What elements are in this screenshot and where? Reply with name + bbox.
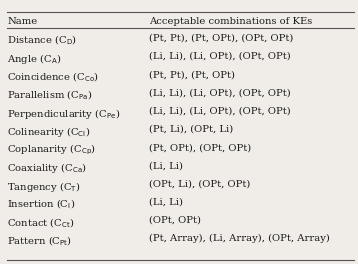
Text: (Li, Li), (Li, OPt), (OPt, OPt): (Li, Li), (Li, OPt), (OPt, OPt)	[149, 52, 290, 61]
Text: Tangency (C$_{\mathrm{T}}$): Tangency (C$_{\mathrm{T}}$)	[7, 180, 81, 194]
Text: Insertion (C$_{\mathrm{I}}$): Insertion (C$_{\mathrm{I}}$)	[7, 198, 76, 211]
Text: (Pt, Pt), (Pt, OPt): (Pt, Pt), (Pt, OPt)	[149, 70, 234, 79]
Text: (Pt, OPt), (OPt, OPt): (Pt, OPt), (OPt, OPt)	[149, 143, 251, 152]
Text: Parallelism (C$_{\mathrm{Pa}}$): Parallelism (C$_{\mathrm{Pa}}$)	[7, 88, 93, 102]
Text: Coincidence (C$_{\mathrm{Co}}$): Coincidence (C$_{\mathrm{Co}}$)	[7, 70, 99, 84]
Text: (Li, Li), (Li, OPt), (OPt, OPt): (Li, Li), (Li, OPt), (OPt, OPt)	[149, 107, 290, 116]
Text: (Li, Li): (Li, Li)	[149, 161, 183, 170]
Text: Colinearity (C$_{\mathrm{Cl}}$): Colinearity (C$_{\mathrm{Cl}}$)	[7, 125, 90, 139]
Text: (OPt, Li), (OPt, OPt): (OPt, Li), (OPt, OPt)	[149, 180, 250, 188]
Text: Distance (C$_{\mathrm{D}}$): Distance (C$_{\mathrm{D}}$)	[7, 34, 77, 48]
Text: Acceptable combinations of KEs: Acceptable combinations of KEs	[149, 17, 312, 26]
Text: Name: Name	[7, 17, 37, 26]
Text: Contact (C$_{\mathrm{Ct}}$): Contact (C$_{\mathrm{Ct}}$)	[7, 216, 75, 230]
Text: (Li, Li), (Li, OPt), (OPt, OPt): (Li, Li), (Li, OPt), (OPt, OPt)	[149, 88, 290, 97]
Text: Pattern (C$_{\mathrm{Pt}}$): Pattern (C$_{\mathrm{Pt}}$)	[7, 234, 72, 248]
Text: (Pt, Array), (Li, Array), (OPt, Array): (Pt, Array), (Li, Array), (OPt, Array)	[149, 234, 329, 243]
Text: (OPt, OPt): (OPt, OPt)	[149, 216, 200, 225]
Text: Perpendicularity (C$_{\mathrm{Pe}}$): Perpendicularity (C$_{\mathrm{Pe}}$)	[7, 107, 121, 121]
Text: (Pt, Pt), (Pt, OPt), (OPt, OPt): (Pt, Pt), (Pt, OPt), (OPt, OPt)	[149, 34, 293, 43]
Text: (Pt, Li), (OPt, Li): (Pt, Li), (OPt, Li)	[149, 125, 233, 134]
Text: Angle (C$_{\mathrm{A}}$): Angle (C$_{\mathrm{A}}$)	[7, 52, 62, 66]
Text: Coaxiality (C$_{\mathrm{Ca}}$): Coaxiality (C$_{\mathrm{Ca}}$)	[7, 161, 87, 175]
Text: Coplanarity (C$_{\mathrm{Cp}}$): Coplanarity (C$_{\mathrm{Cp}}$)	[7, 143, 96, 158]
Text: (Li, Li): (Li, Li)	[149, 198, 183, 207]
